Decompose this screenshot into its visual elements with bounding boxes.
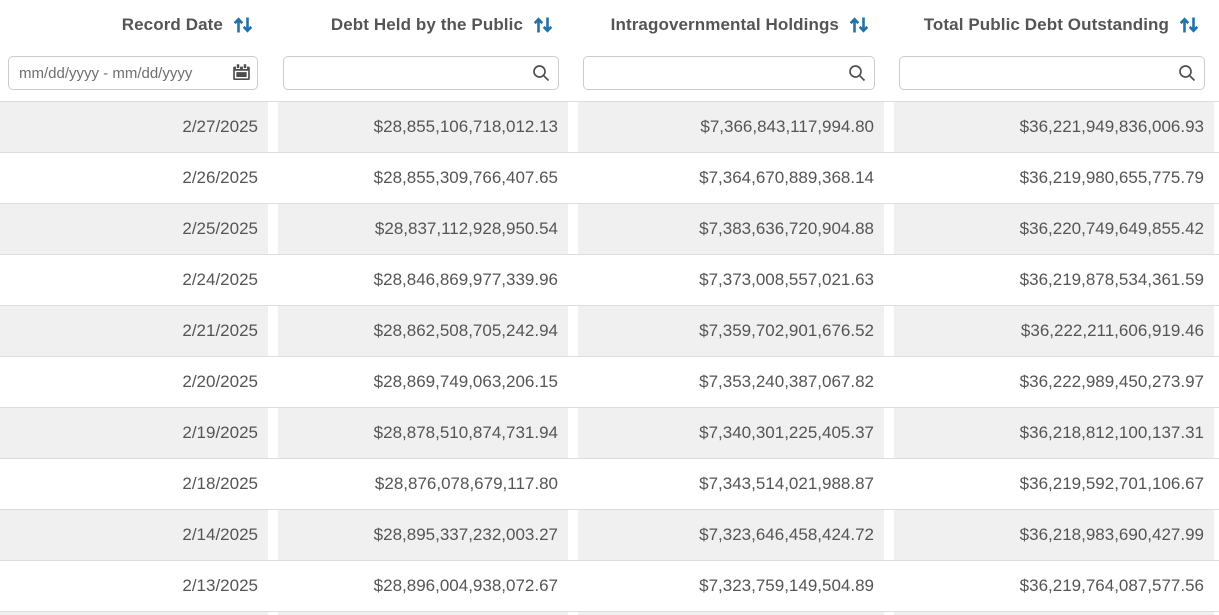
table-row: 2/14/2025 $28,895,337,232,003.27 $7,323,… [0,509,1219,560]
table-row: 2/25/2025 $28,837,112,928,950.54 $7,383,… [0,203,1219,254]
record-date-cell: 2/19/2025 [0,408,268,458]
record-date-cell: 2/21/2025 [0,306,268,356]
intragovernmental-holdings-cell [578,612,884,615]
table-row: 2/18/2025 $28,876,078,679,117.80 $7,343,… [0,458,1219,509]
total-public-debt-cell: $36,219,878,534,361.59 [1019,270,1204,289]
sort-arrows-icon[interactable] [532,15,554,35]
total-public-debt-cell: $36,221,949,836,006.93 [894,102,1214,152]
intragovernmental-holdings-cell: $7,340,301,225,405.37 [578,408,884,458]
intragovernmental-holdings-cell: $7,359,702,901,676.52 [578,306,884,356]
debt-held-by-public-cell: $28,862,508,705,242.94 [278,306,568,356]
sort-arrows-icon[interactable] [848,15,870,35]
column-header-total-public-debt: Total Public Debt Outstanding [894,0,1214,50]
record-date-cell: 2/27/2025 [0,102,268,152]
debt-held-by-public-cell: $28,896,004,938,072.67 [373,576,558,595]
total-public-debt-cell: $36,219,980,655,775.79 [1019,168,1204,187]
table-body: 2/27/2025 $28,855,106,718,012.13 $7,366,… [0,101,1219,611]
intragovernmental-holdings-cell: $7,323,759,149,504.89 [699,576,874,595]
record-date-filter-cell [0,50,268,90]
debt-held-by-public-cell: $28,878,510,874,731.94 [278,408,568,458]
calendar-icon[interactable] [232,63,251,87]
record-date-cell: 2/18/2025 [182,474,258,493]
table-row: 2/26/2025 $28,855,309,766,407.65 $7,364,… [0,152,1219,203]
total-debt-filter-cell [894,50,1214,90]
intragovernmental-holdings-cell: $7,353,240,387,067.82 [699,372,874,391]
debt-held-by-public-cell: $28,876,078,679,117.80 [374,474,558,493]
record-date-cell: 2/25/2025 [0,204,268,254]
intragovernmental-holdings-cell: $7,373,008,557,021.63 [699,270,874,289]
intragovernmental-holdings-cell: $7,323,646,458,424.72 [578,510,884,560]
total-public-debt-cell: $36,222,211,606,919.46 [894,306,1214,356]
column-header-record-date: Record Date [0,0,268,50]
total-public-debt-cell: $36,218,983,690,427.99 [894,510,1214,560]
total-public-debt-cell: $36,222,989,450,273.97 [1019,372,1204,391]
intragovernmental-holdings-cell: $7,366,843,117,994.80 [578,102,884,152]
column-header-debt-held-by-public: Debt Held by the Public [278,0,568,50]
debt-held-by-public-cell: $28,846,869,977,339.96 [373,270,558,289]
sort-arrows-icon[interactable] [232,15,254,35]
total-public-debt-cell: $36,219,764,087,577.56 [1019,576,1204,595]
table-row: 2/13/2025 $28,896,004,938,072.67 $7,323,… [0,560,1219,611]
debt-held-by-public-cell: $28,855,309,766,407.65 [373,168,558,187]
intragovernmental-filter-cell [578,50,884,90]
debt-held-by-public-cell: $28,895,337,232,003.27 [278,510,568,560]
table-row: 2/24/2025 $28,846,869,977,339.96 $7,373,… [0,254,1219,305]
intragovernmental-holdings-cell: $7,383,636,720,904.88 [578,204,884,254]
debt-held-by-public-cell: $28,837,112,928,950.54 [278,204,568,254]
total-public-debt-cell: $36,218,812,100,137.31 [894,408,1214,458]
table-row: 2/27/2025 $28,855,106,718,012.13 $7,366,… [0,101,1219,152]
table-row: 2/19/2025 $28,878,510,874,731.94 $7,340,… [0,407,1219,458]
record-date-cell: 2/14/2025 [0,510,268,560]
sort-arrows-icon[interactable] [1178,15,1200,35]
column-header-label: Total Public Debt Outstanding [923,15,1169,34]
table-row-partial [0,611,1219,615]
debt-held-filter-cell [278,50,568,90]
column-header-intragovernmental-holdings: Intragovernmental Holdings [578,0,884,50]
debt-held-by-public-cell: $28,855,106,718,012.13 [278,102,568,152]
record-date-cell [0,612,268,615]
total-public-debt-cell: $36,219,592,701,106.67 [1019,474,1204,493]
record-date-cell: 2/20/2025 [182,372,258,391]
total-public-debt-cell [894,612,1214,615]
table-filter-row [0,50,1219,101]
table-row: 2/20/2025 $28,869,749,063,206.15 $7,353,… [0,356,1219,407]
debt-held-by-public-cell [278,612,568,615]
column-header-label: Record Date [121,15,223,34]
debt-held-by-public-cell: $28,869,749,063,206.15 [373,372,558,391]
debt-held-search-input[interactable] [283,56,559,90]
intragovernmental-holdings-cell: $7,364,670,889,368.14 [699,168,874,187]
intragovernmental-holdings-cell: $7,343,514,021,988.87 [699,474,874,493]
column-header-label: Intragovernmental Holdings [610,15,839,34]
record-date-range-input[interactable] [8,56,258,90]
table-header-row: Record Date Debt Held by the Public Intr… [0,0,1219,50]
total-public-debt-cell: $36,220,749,649,855.42 [894,204,1214,254]
intragovernmental-search-input[interactable] [583,56,875,90]
record-date-cell: 2/26/2025 [182,168,258,187]
record-date-cell: 2/13/2025 [182,576,258,595]
table-row: 2/21/2025 $28,862,508,705,242.94 $7,359,… [0,305,1219,356]
total-debt-search-input[interactable] [899,56,1205,90]
record-date-cell: 2/24/2025 [182,270,258,289]
column-header-label: Debt Held by the Public [330,15,523,34]
